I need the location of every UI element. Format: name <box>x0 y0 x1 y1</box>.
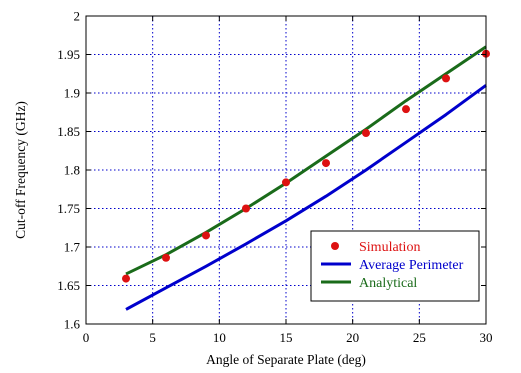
data-point <box>402 105 410 114</box>
y-tick-label: 1.7 <box>64 240 81 255</box>
x-tick-label: 10 <box>213 330 226 345</box>
data-point <box>162 253 170 262</box>
data-point <box>242 204 250 213</box>
data-point <box>442 74 450 83</box>
legend-label: Analytical <box>359 276 417 291</box>
data-point <box>202 231 210 240</box>
series-line-2 <box>125 45 487 276</box>
x-tick-label: 0 <box>83 330 90 345</box>
x-tick-label: 15 <box>280 330 293 345</box>
ticks: 0 5 10 15 20 25 30 1.6 1.65 1.7 1.75 1.8 1.85 1.9 1.95… <box>57 9 492 346</box>
y-axis-label: Cut-off Frequency (GHz) <box>13 101 28 239</box>
y-tick-label: 1.95 <box>57 47 80 62</box>
y-tick-label: 1.6 <box>64 317 81 332</box>
x-tick-label: 20 <box>346 330 359 345</box>
legend-label: Average Perimeter <box>359 258 464 273</box>
legend: Simulation Average Perimeter Analytical <box>310 230 480 302</box>
x-tick-label: 5 <box>149 330 156 345</box>
legend-label: Simulation <box>359 240 420 255</box>
data-point <box>122 274 130 283</box>
y-tick-label: 1.8 <box>64 163 80 178</box>
y-tick-label: 2 <box>74 9 81 24</box>
data-point <box>322 159 330 168</box>
y-tick-label: 1.9 <box>64 86 80 101</box>
data-point <box>362 129 370 138</box>
legend-box <box>310 230 480 302</box>
y-tick-label: 1.75 <box>57 201 80 216</box>
series-layer <box>122 45 490 311</box>
series-line-1 <box>125 84 487 311</box>
y-tick-label: 1.65 <box>57 278 80 293</box>
data-point <box>282 178 290 187</box>
x-axis-label: Angle of Separate Plate (deg) <box>206 352 366 367</box>
x-tick-label: 30 <box>480 330 493 345</box>
x-tick-label: 25 <box>413 330 426 345</box>
legend-marker <box>331 242 339 250</box>
y-tick-label: 1.85 <box>57 124 80 139</box>
